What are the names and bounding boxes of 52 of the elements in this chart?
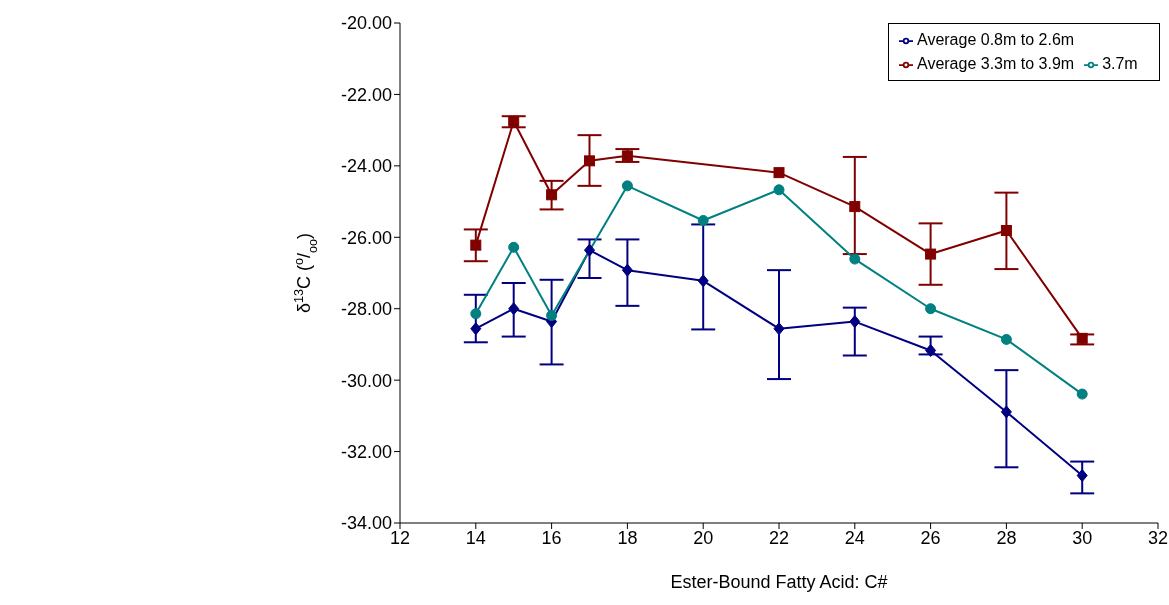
x-tick-label: 16 [541, 527, 562, 548]
point [1000, 333, 1012, 345]
y-tick-label: -24.00 [340, 156, 392, 177]
x-tick-label: 22 [768, 527, 790, 548]
x-tick-label: 18 [617, 527, 638, 548]
point [925, 248, 937, 260]
x-tick-label: 30 [1072, 527, 1093, 548]
point [849, 201, 861, 213]
y-tick-label: -30.00 [340, 370, 392, 391]
point [621, 263, 633, 277]
x-tick-label: 20 [693, 527, 714, 548]
legend-label: Average 3.3m to 3.9m [917, 55, 1075, 72]
point [584, 155, 595, 167]
point [546, 189, 558, 201]
point [849, 315, 861, 329]
point [1076, 388, 1088, 400]
y-tick-label: -34.00 [340, 513, 392, 534]
point [773, 184, 785, 196]
y-tick-label: -22.00 [340, 84, 392, 105]
point [697, 215, 709, 226]
point [697, 274, 709, 288]
legend-label: 3.7m [1102, 55, 1138, 72]
point [1000, 405, 1012, 419]
point [508, 241, 520, 253]
point [546, 310, 558, 321]
point [470, 322, 482, 336]
point [849, 253, 861, 265]
y-tick-label: -20.00 [340, 13, 392, 34]
x-tick-label: 24 [844, 527, 865, 548]
point [621, 150, 633, 162]
point [925, 344, 937, 357]
legend-label: Average 0.8m to 2.6m [917, 31, 1075, 48]
point [1076, 469, 1088, 482]
point [508, 115, 520, 127]
point [1000, 225, 1012, 236]
x-tick-label: 12 [389, 527, 411, 548]
point [773, 322, 785, 336]
x-tick-label: 28 [996, 527, 1017, 548]
x-tick-label: 32 [1147, 527, 1169, 548]
point [773, 167, 785, 179]
y-tick-label: -32.00 [340, 441, 392, 462]
point [508, 302, 520, 316]
y-tick-label: -26.00 [340, 227, 392, 248]
point [470, 239, 482, 251]
x-axis-title: Ester-Bound Fatty Acid: C# [670, 572, 888, 592]
point [470, 308, 482, 320]
x-tick-label: 14 [465, 527, 486, 548]
point [925, 303, 937, 315]
y-tick-label: -28.00 [340, 299, 392, 320]
x-tick-label: 26 [920, 527, 941, 548]
point [584, 243, 595, 257]
point [621, 180, 633, 192]
